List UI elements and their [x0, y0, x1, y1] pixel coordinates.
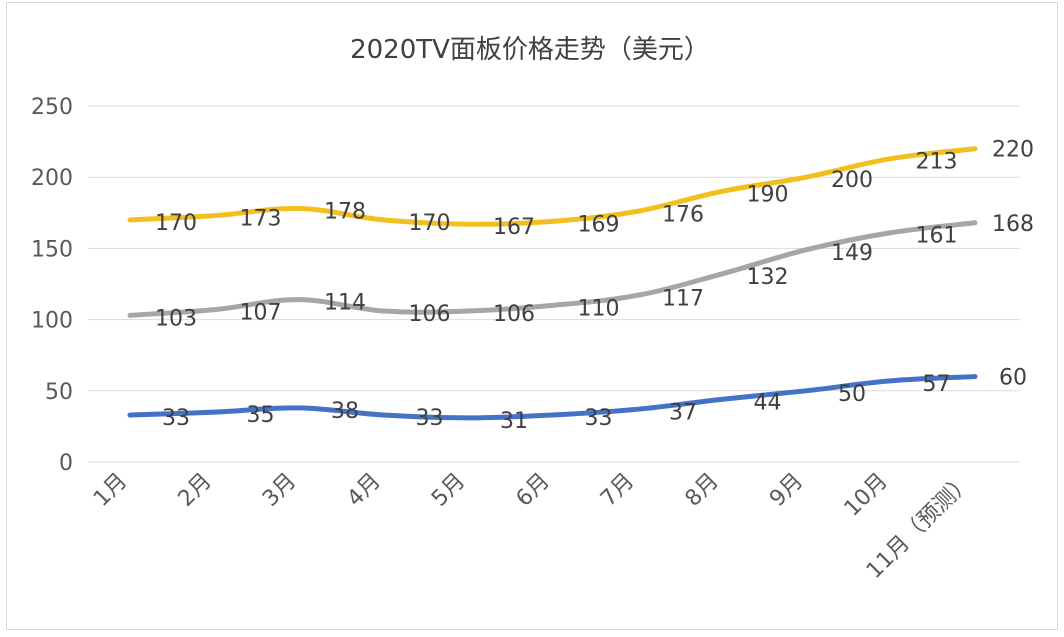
data-label: 35: [247, 403, 275, 428]
x-tick-label: 3月: [258, 469, 301, 512]
data-label: 132: [747, 265, 789, 290]
data-label: 169: [578, 212, 620, 237]
data-label: 37: [669, 400, 697, 425]
y-tick-label: 100: [31, 309, 73, 334]
series-line-3: [127, 374, 978, 421]
gridlines: [88, 105, 1020, 463]
x-tick-label: 2月: [174, 469, 217, 512]
data-label: 178: [324, 200, 366, 225]
x-tick-label: 8月: [681, 469, 724, 512]
x-tick-label: 10月: [840, 469, 893, 522]
x-tick-label: 5月: [427, 469, 470, 512]
data-labels: 170 173 178 170 167 169 176 190 200 213 220 103 107 1…: [155, 138, 1034, 434]
data-label: 200: [831, 168, 873, 193]
data-label: 173: [240, 207, 282, 232]
data-label: 60: [999, 366, 1027, 391]
series-line-2: [127, 220, 978, 318]
data-label: 149: [831, 241, 873, 266]
y-tick-label: 0: [59, 451, 73, 476]
data-label: 168: [992, 212, 1034, 237]
data-label: 176: [662, 202, 704, 227]
data-label: 33: [162, 406, 190, 431]
y-tick-label: 50: [45, 380, 73, 405]
x-tick-label: 6月: [512, 469, 555, 512]
data-label: 106: [409, 302, 451, 327]
x-tick-label: 9月: [765, 469, 808, 512]
x-tick-label: 1月: [89, 469, 132, 512]
data-label: 213: [916, 150, 958, 175]
y-tick-label: 150: [31, 237, 73, 262]
x-tick-label: 7月: [596, 469, 639, 512]
data-label: 57: [923, 372, 951, 397]
data-label: 170: [409, 211, 451, 236]
data-label: 107: [240, 301, 282, 326]
series-line-1: [127, 146, 978, 227]
x-tick-label: 4月: [343, 469, 386, 512]
y-tick-label: 250: [31, 95, 73, 120]
y-tick-label: 200: [31, 166, 73, 191]
data-label: 161: [916, 224, 958, 249]
data-label: 33: [416, 406, 444, 431]
data-label: 110: [578, 296, 620, 321]
data-label: 117: [662, 286, 704, 311]
y-axis-tick-labels: 0 50 100 150 200 250: [31, 95, 73, 476]
data-label: 190: [747, 182, 789, 207]
data-label: 31: [500, 409, 528, 434]
data-label: 38: [331, 399, 359, 424]
data-label: 50: [838, 382, 866, 407]
data-label: 103: [155, 306, 197, 331]
chart-frame: [6, 2, 1058, 630]
data-label: 220: [992, 138, 1034, 163]
data-label: 167: [493, 215, 535, 240]
data-label: 170: [155, 211, 197, 236]
data-label: 33: [585, 406, 613, 431]
data-label: 44: [754, 390, 782, 415]
chart-title: 2020TV面板价格走势（美元）: [350, 35, 710, 65]
data-label: 106: [493, 302, 535, 327]
series-lines: [127, 146, 978, 421]
data-label: 114: [324, 291, 366, 316]
